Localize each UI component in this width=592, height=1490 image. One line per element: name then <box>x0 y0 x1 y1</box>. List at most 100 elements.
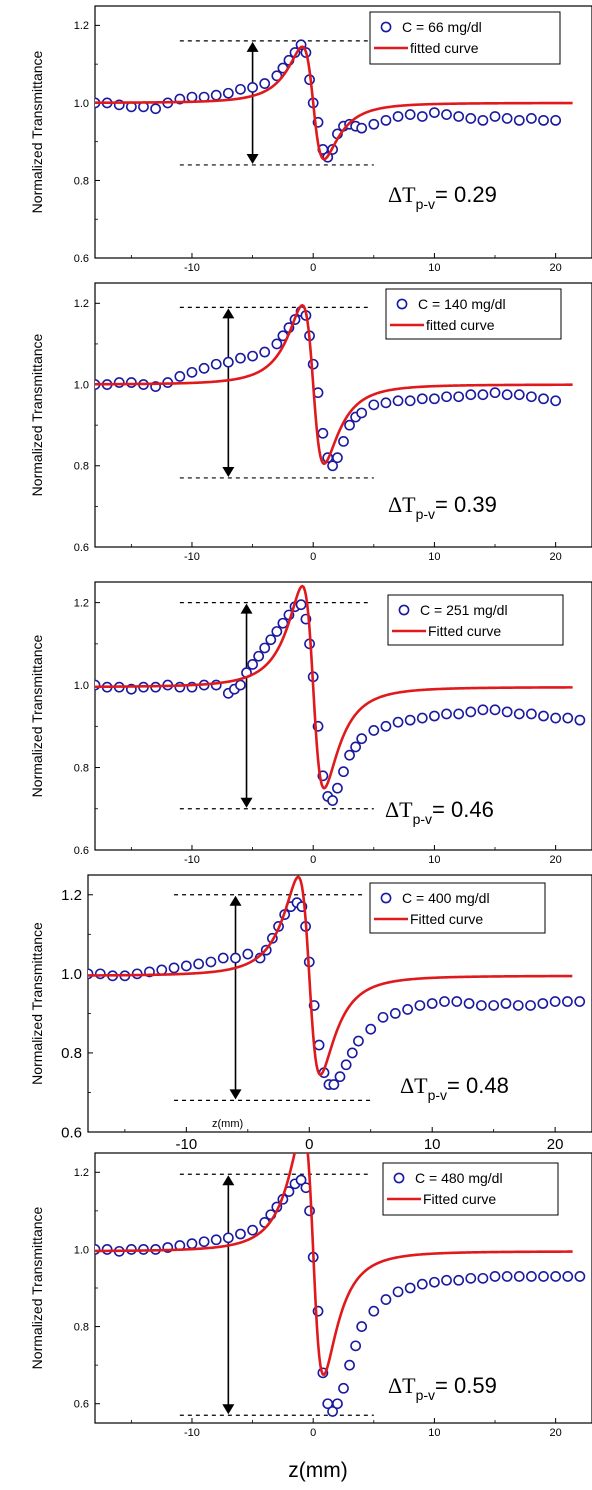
data-point <box>380 720 392 732</box>
data-point <box>380 1294 392 1305</box>
data-point <box>525 1000 536 1011</box>
fitted-curve-line <box>88 875 573 1077</box>
data-point <box>501 706 513 718</box>
data-point <box>441 708 452 720</box>
data-point <box>513 708 525 720</box>
data-point <box>344 419 355 431</box>
legend-label-fit: fitted curve <box>426 317 495 333</box>
data-point <box>198 362 210 374</box>
data-point <box>416 1278 428 1290</box>
data-point <box>368 725 380 736</box>
plot-frame <box>94 282 592 548</box>
data-point <box>489 704 501 716</box>
data-point <box>426 998 438 1009</box>
data-point <box>338 766 349 778</box>
data-point <box>365 1023 377 1035</box>
data-point <box>350 741 362 753</box>
data-point <box>174 681 186 693</box>
data-point <box>404 109 416 120</box>
data-point <box>549 996 561 1007</box>
legend: C = 66 mg/dl fitted curve <box>369 11 561 65</box>
y-tick-label: 0.6 <box>74 1399 89 1411</box>
data-point <box>332 782 343 794</box>
data-point <box>95 1244 101 1255</box>
data-point <box>463 998 475 1009</box>
delta-t-symbol: ΔT <box>388 1373 416 1398</box>
legend-label-fit: Fitted curve <box>428 623 501 639</box>
legend-box <box>385 288 562 340</box>
data-point <box>271 338 283 350</box>
data-point <box>259 78 271 89</box>
delta-arrow-head-up <box>222 1175 235 1186</box>
x-tick-label: -10 <box>184 854 200 866</box>
data-point <box>489 387 501 399</box>
data-point <box>488 1000 500 1011</box>
data-point <box>538 393 549 405</box>
data-point <box>332 452 343 464</box>
data-point <box>416 111 428 122</box>
y-tick-label: 0.6 <box>61 1124 82 1141</box>
data-point <box>222 1232 234 1244</box>
y-axis-label: Normalized Transmittance <box>29 922 45 1085</box>
data-point <box>247 1224 258 1236</box>
data-point <box>304 1205 315 1217</box>
y-tick-label: 0.8 <box>74 461 89 473</box>
data-point <box>327 460 338 472</box>
x-tick-label: 20 <box>547 1136 564 1153</box>
data-point <box>550 712 562 724</box>
delta-t-subscript: p-v <box>416 1387 435 1403</box>
data-point <box>235 679 246 691</box>
delta-t-symbol: ΔT <box>388 492 416 517</box>
data-point <box>338 1382 349 1394</box>
x-tick-label: 0 <box>310 1427 316 1439</box>
legend-box <box>369 882 546 934</box>
x-tick-label: 10 <box>424 1136 441 1153</box>
data-point <box>174 371 186 382</box>
x-tick-label: 0 <box>310 854 316 866</box>
y-axis-label: Normalized Transmittance <box>29 1206 45 1369</box>
data-point <box>222 87 234 99</box>
legend: C = 140 mg/dl fitted curve <box>385 288 562 340</box>
data-point <box>441 1274 452 1286</box>
delta-t-value: = 0.46 <box>432 797 494 822</box>
data-point <box>562 712 574 724</box>
data-point <box>477 389 489 401</box>
y-axis-label: Normalized Transmittance <box>29 50 45 213</box>
data-point <box>416 393 428 405</box>
data-point <box>210 1234 222 1246</box>
x-tick-label: 0 <box>305 1136 313 1153</box>
delta-arrow-head-up <box>240 603 253 614</box>
data-point <box>574 996 586 1007</box>
data-point <box>574 714 586 726</box>
data-point <box>550 1271 562 1282</box>
x-tick-label: 10 <box>428 1427 440 1439</box>
data-point <box>340 1059 352 1071</box>
legend-label-data: C = 400 mg/dl <box>402 890 490 906</box>
data-point <box>156 964 168 976</box>
legend-label-data: C = 140 mg/dl <box>418 296 506 312</box>
y-tick-label: 1.2 <box>74 597 89 609</box>
legend: C = 480 mg/dl Fitted curve <box>382 1162 559 1216</box>
data-point <box>193 958 205 970</box>
data-point <box>392 1286 404 1298</box>
data-point <box>295 1174 307 1186</box>
data-point <box>477 704 489 716</box>
y-tick-label: 0.6 <box>74 253 89 265</box>
y-tick-label: 1.0 <box>74 379 89 391</box>
data-point <box>94 968 106 980</box>
data-point <box>186 366 198 378</box>
data-point <box>477 1272 489 1284</box>
data-point <box>538 710 549 722</box>
data-point <box>210 89 222 101</box>
delta-t-annotation: ΔTp-v= 0.46 <box>385 797 494 827</box>
delta-t-subscript: p-v <box>416 196 435 212</box>
plot-frame <box>94 5 592 259</box>
data-point <box>501 113 513 124</box>
data-point <box>222 356 234 368</box>
data-point <box>562 1271 574 1282</box>
data-point <box>235 83 246 95</box>
y-tick-label: 1.2 <box>61 887 82 904</box>
data-point <box>404 714 416 726</box>
data-point <box>404 1282 416 1294</box>
